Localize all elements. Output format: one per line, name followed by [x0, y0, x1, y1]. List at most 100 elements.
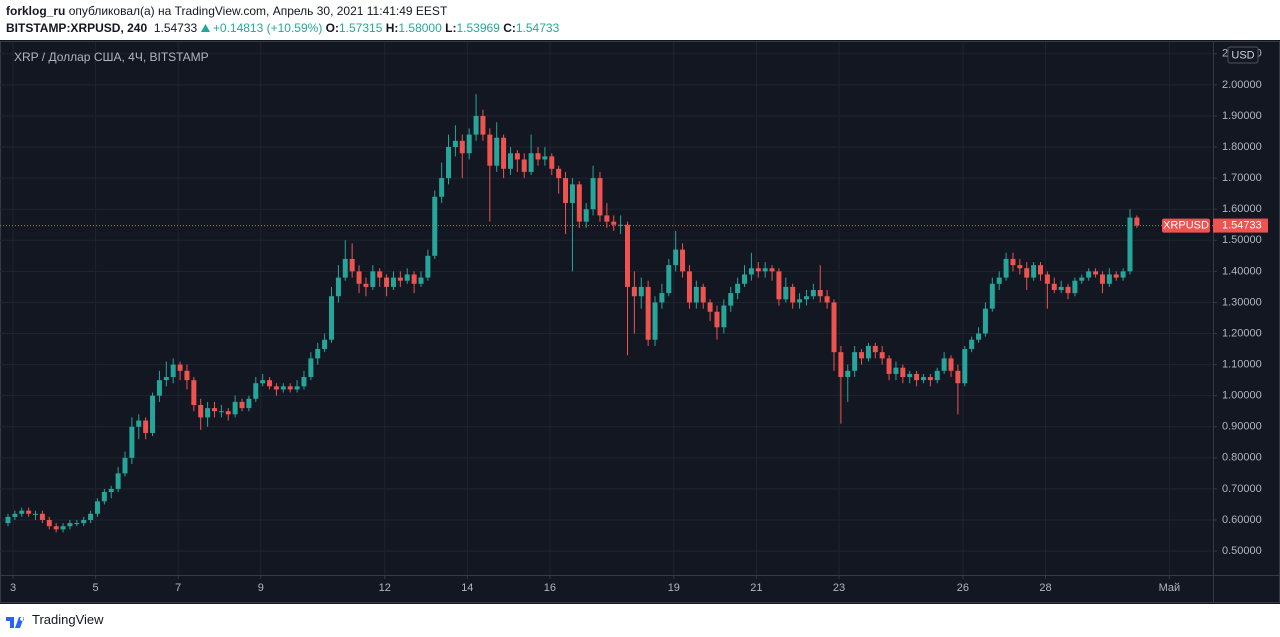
candle-body	[53, 526, 59, 530]
candle-body	[377, 271, 383, 278]
candle-body	[19, 510, 25, 514]
candle-body	[404, 274, 410, 281]
candle-body	[253, 383, 259, 399]
candle-body	[239, 401, 245, 409]
candle-body	[686, 271, 692, 303]
candle-body	[542, 156, 548, 160]
candle-body	[446, 147, 452, 179]
candle-body	[1113, 274, 1119, 278]
candle-body	[652, 302, 658, 340]
candle-body	[329, 296, 335, 340]
y-tick-label: 0.80000	[1222, 452, 1262, 464]
candle-body	[803, 296, 809, 300]
x-tick-label: 9	[258, 582, 264, 594]
o-value: 1.57315	[339, 21, 383, 35]
candle-body	[390, 277, 396, 287]
candle-body	[748, 268, 754, 275]
candle-body	[597, 178, 603, 216]
change: +0.14813 (+10.59%)	[212, 21, 323, 35]
publisher[interactable]: forklog_ru	[6, 4, 66, 18]
c-value: 1.54733	[515, 21, 560, 35]
h-label: H:	[385, 21, 399, 35]
candle-body	[184, 370, 190, 381]
candle-body	[143, 420, 149, 433]
candle-body	[494, 137, 500, 166]
candle-body	[659, 293, 665, 303]
candle-body	[1031, 265, 1037, 278]
candle-body	[67, 523, 73, 527]
x-tick-label: 7	[175, 582, 181, 594]
candle-body	[1017, 265, 1023, 269]
candle-body	[280, 386, 286, 390]
candle-body	[1086, 271, 1092, 278]
candle-body	[33, 513, 39, 515]
candle-body	[735, 283, 741, 294]
candle-body	[927, 377, 933, 381]
chart-title: XRP / Доллар США, 4Ч, BITSTAMP	[14, 50, 209, 64]
footer: TradingView	[0, 604, 1280, 637]
candle-body	[315, 349, 321, 359]
candle-body	[211, 408, 217, 412]
publish-line: forklog_ru опубликовал(а) на TradingView…	[6, 4, 447, 18]
y-tick-label: 1.30000	[1222, 296, 1262, 308]
candle-body	[535, 153, 541, 160]
y-tick-label: 1.70000	[1222, 172, 1262, 184]
candle-body	[810, 290, 816, 297]
candle-body	[528, 153, 534, 172]
candle-body	[859, 352, 865, 359]
symbol-tag	[1162, 218, 1210, 233]
candle-body	[514, 153, 520, 160]
candle-body	[762, 268, 768, 272]
y-tick-label: 0.60000	[1222, 514, 1262, 526]
candle-body	[46, 519, 52, 527]
candle-body	[1079, 277, 1085, 281]
candle-body	[590, 178, 596, 210]
candle-body	[852, 352, 858, 371]
header: forklog_ru опубликовал(а) на TradingView…	[0, 0, 1280, 40]
candle-body	[790, 286, 796, 303]
candle-body	[604, 215, 610, 222]
candle-body	[638, 286, 644, 297]
candle-body	[411, 274, 417, 284]
chart: 0.50000 0.60000 0.70000 0.80000 0.90000 1.000…	[0, 40, 1280, 604]
l-label: L:	[445, 21, 457, 35]
candle-body	[1134, 217, 1140, 226]
brand[interactable]: TradingView	[32, 612, 104, 627]
candle-body	[872, 345, 878, 353]
symbol: BITSTAMP:XRPUSD, 240	[6, 21, 148, 35]
x-tick-label: 26	[957, 582, 969, 594]
candle-body	[60, 526, 66, 530]
candle-body	[1038, 265, 1044, 275]
candle-body	[1003, 258, 1009, 278]
candle-body	[5, 516, 11, 524]
candle-body	[267, 380, 273, 387]
c-label: C:	[503, 21, 516, 35]
price-tag	[1213, 218, 1268, 233]
candle-body	[556, 168, 562, 179]
candle-body	[205, 408, 211, 418]
candle-body	[797, 299, 803, 303]
candle-body	[74, 523, 80, 525]
candle-body	[163, 377, 169, 381]
candle-body	[989, 283, 995, 309]
candle-body	[673, 249, 679, 266]
candle-body	[618, 224, 624, 226]
candle-body	[480, 115, 486, 135]
logo[interactable]	[6, 613, 30, 629]
candle-body	[88, 513, 94, 520]
candle-body	[322, 339, 328, 350]
candle-body	[129, 426, 135, 458]
o-label: O:	[325, 21, 339, 35]
x-tick-label: 23	[833, 582, 845, 594]
currency-box	[1227, 46, 1259, 64]
candle-body	[115, 473, 121, 489]
candle-body	[569, 184, 575, 203]
candle-body	[246, 398, 252, 409]
candle-body	[439, 178, 445, 197]
candle-body	[900, 367, 906, 378]
candle-body	[721, 305, 727, 328]
candle-body	[26, 510, 32, 514]
candle-body	[714, 311, 720, 328]
x-tick-label: 14	[461, 582, 473, 594]
y-tick-label: 1.10000	[1222, 359, 1262, 371]
